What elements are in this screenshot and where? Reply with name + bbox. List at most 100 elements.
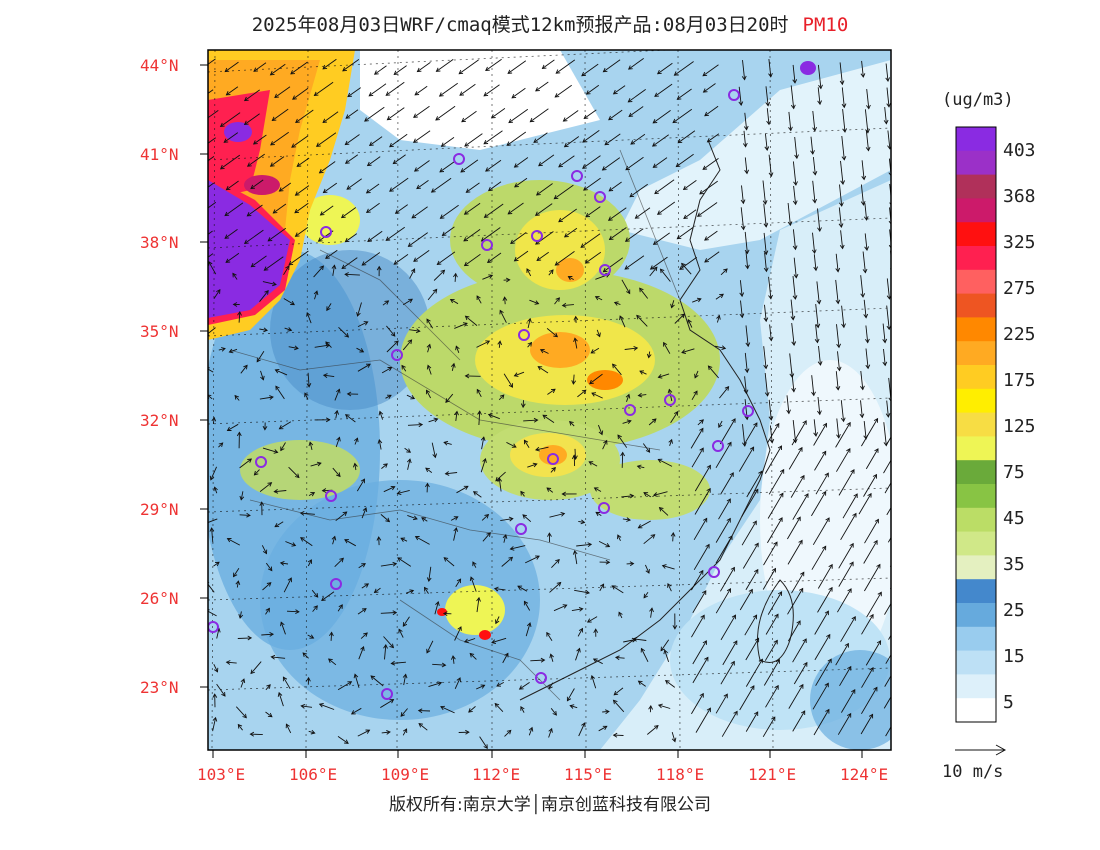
wind-arrow — [464, 202, 481, 215]
wind-arrow — [437, 251, 456, 265]
wind-arrow-head — [318, 168, 324, 174]
wind-arrow-head — [612, 732, 618, 738]
wind-arrow-head — [239, 495, 245, 501]
wind-arrow-head — [426, 648, 431, 654]
wind-arrow — [514, 157, 529, 168]
wind-arrow — [615, 656, 625, 659]
wind-arrow — [247, 204, 263, 217]
wind-arrow — [704, 105, 719, 117]
wind-arrow-head — [733, 640, 738, 645]
wind-arrow — [594, 487, 602, 492]
wind-arrow-head — [742, 142, 748, 148]
wind-arrow-head — [247, 458, 253, 463]
wind-arrow — [495, 616, 500, 624]
wind-arrow-head — [813, 266, 819, 272]
colorbar-swatch — [956, 222, 996, 247]
wind-arrow-head — [265, 607, 270, 613]
wind-arrow-head — [865, 338, 870, 344]
wind-arrow — [323, 374, 335, 378]
wind-arrow-head — [347, 92, 353, 98]
wind-arrow-head — [822, 422, 827, 428]
wind-arrow-head — [768, 336, 774, 342]
colorbar-swatch — [956, 198, 996, 223]
wind-arrow-head — [744, 249, 750, 255]
wind-arrow-head — [677, 138, 683, 144]
wind-arrow-head — [802, 638, 807, 643]
wind-arrow-head — [637, 680, 643, 685]
wind-arrow — [454, 626, 462, 641]
wind-arrow — [211, 527, 214, 543]
wind-arrow-head — [799, 683, 804, 689]
wind-arrow-head — [247, 635, 253, 641]
wind-arrow-head — [242, 713, 247, 719]
wind-arrow — [603, 59, 621, 73]
wind-arrow-head — [224, 234, 230, 239]
wind-arrow-head — [851, 689, 856, 694]
colorbar-label: 325 — [1003, 232, 1036, 253]
wind-arrow — [440, 204, 459, 219]
wind-arrow — [595, 512, 602, 516]
wind-arrow-head — [344, 159, 350, 164]
wind-arrow-head — [292, 95, 297, 100]
wind-arrow-head — [263, 327, 268, 333]
wind-arrow-head — [804, 493, 809, 498]
wind-arrow — [638, 680, 646, 687]
wind-arrow — [454, 322, 468, 329]
wind-arrow — [691, 390, 698, 401]
wind-arrow — [482, 532, 491, 542]
wind-arrow-head — [626, 419, 632, 425]
colorbar-swatch — [956, 436, 996, 461]
wind-arrow-head — [386, 729, 391, 735]
wind-arrow — [443, 557, 455, 567]
wind-arrow — [411, 206, 428, 219]
wind-arrow — [811, 546, 827, 570]
wind-arrow-head — [668, 438, 673, 444]
wind-arrow — [310, 462, 322, 467]
wind-arrow — [602, 440, 608, 450]
wind-arrow-head — [432, 288, 438, 294]
wind-arrow-head — [246, 212, 252, 217]
wind-arrow-head — [768, 294, 773, 300]
wind-arrow — [890, 586, 891, 590]
wind-arrow — [744, 231, 748, 254]
wind-arrow — [224, 202, 244, 216]
wind-arrow — [265, 562, 273, 571]
wind-arrow-head — [860, 201, 866, 206]
city-marker — [547, 453, 559, 465]
wind-arrow-head — [699, 569, 704, 575]
colorbar-swatch — [956, 531, 996, 556]
wind-arrow-head — [876, 563, 881, 569]
wind-arrow — [526, 268, 532, 277]
wind-arrow — [402, 728, 407, 736]
wind-arrow-head — [569, 704, 575, 709]
wind-arrow-head — [342, 511, 348, 516]
wind-arrow-head — [583, 114, 589, 120]
wind-arrow-head — [402, 673, 408, 679]
wind-arrow-head — [702, 590, 707, 595]
wind-arrow — [840, 160, 844, 185]
wind-arrow-head — [739, 313, 745, 319]
wind-arrow — [763, 541, 778, 566]
wind-arrow-head — [465, 188, 471, 193]
wind-arrow-head — [443, 557, 449, 562]
wind-arrow-head — [670, 303, 675, 309]
wind-arrow-head — [602, 267, 608, 273]
wind-arrow — [227, 538, 241, 546]
wind-arrow-head — [363, 321, 369, 326]
wind-arrow-head — [425, 467, 430, 473]
wind-arrow — [406, 394, 415, 400]
wind-arrow — [787, 516, 801, 540]
wind-arrow-head — [209, 527, 215, 532]
wind-arrow-head — [634, 214, 640, 219]
wind-arrow-head — [608, 115, 613, 121]
wind-arrow-head — [867, 492, 872, 498]
wind-arrow-head — [441, 662, 447, 668]
wind-arrow — [504, 297, 506, 305]
wind-arrow — [674, 61, 694, 76]
wind-arrow-head — [585, 589, 590, 595]
wind-arrow — [380, 563, 397, 567]
colorbar-label: 275 — [1003, 278, 1036, 299]
wind-arrow — [863, 540, 878, 564]
wind-arrow — [208, 137, 216, 144]
wind-arrow — [812, 110, 816, 131]
